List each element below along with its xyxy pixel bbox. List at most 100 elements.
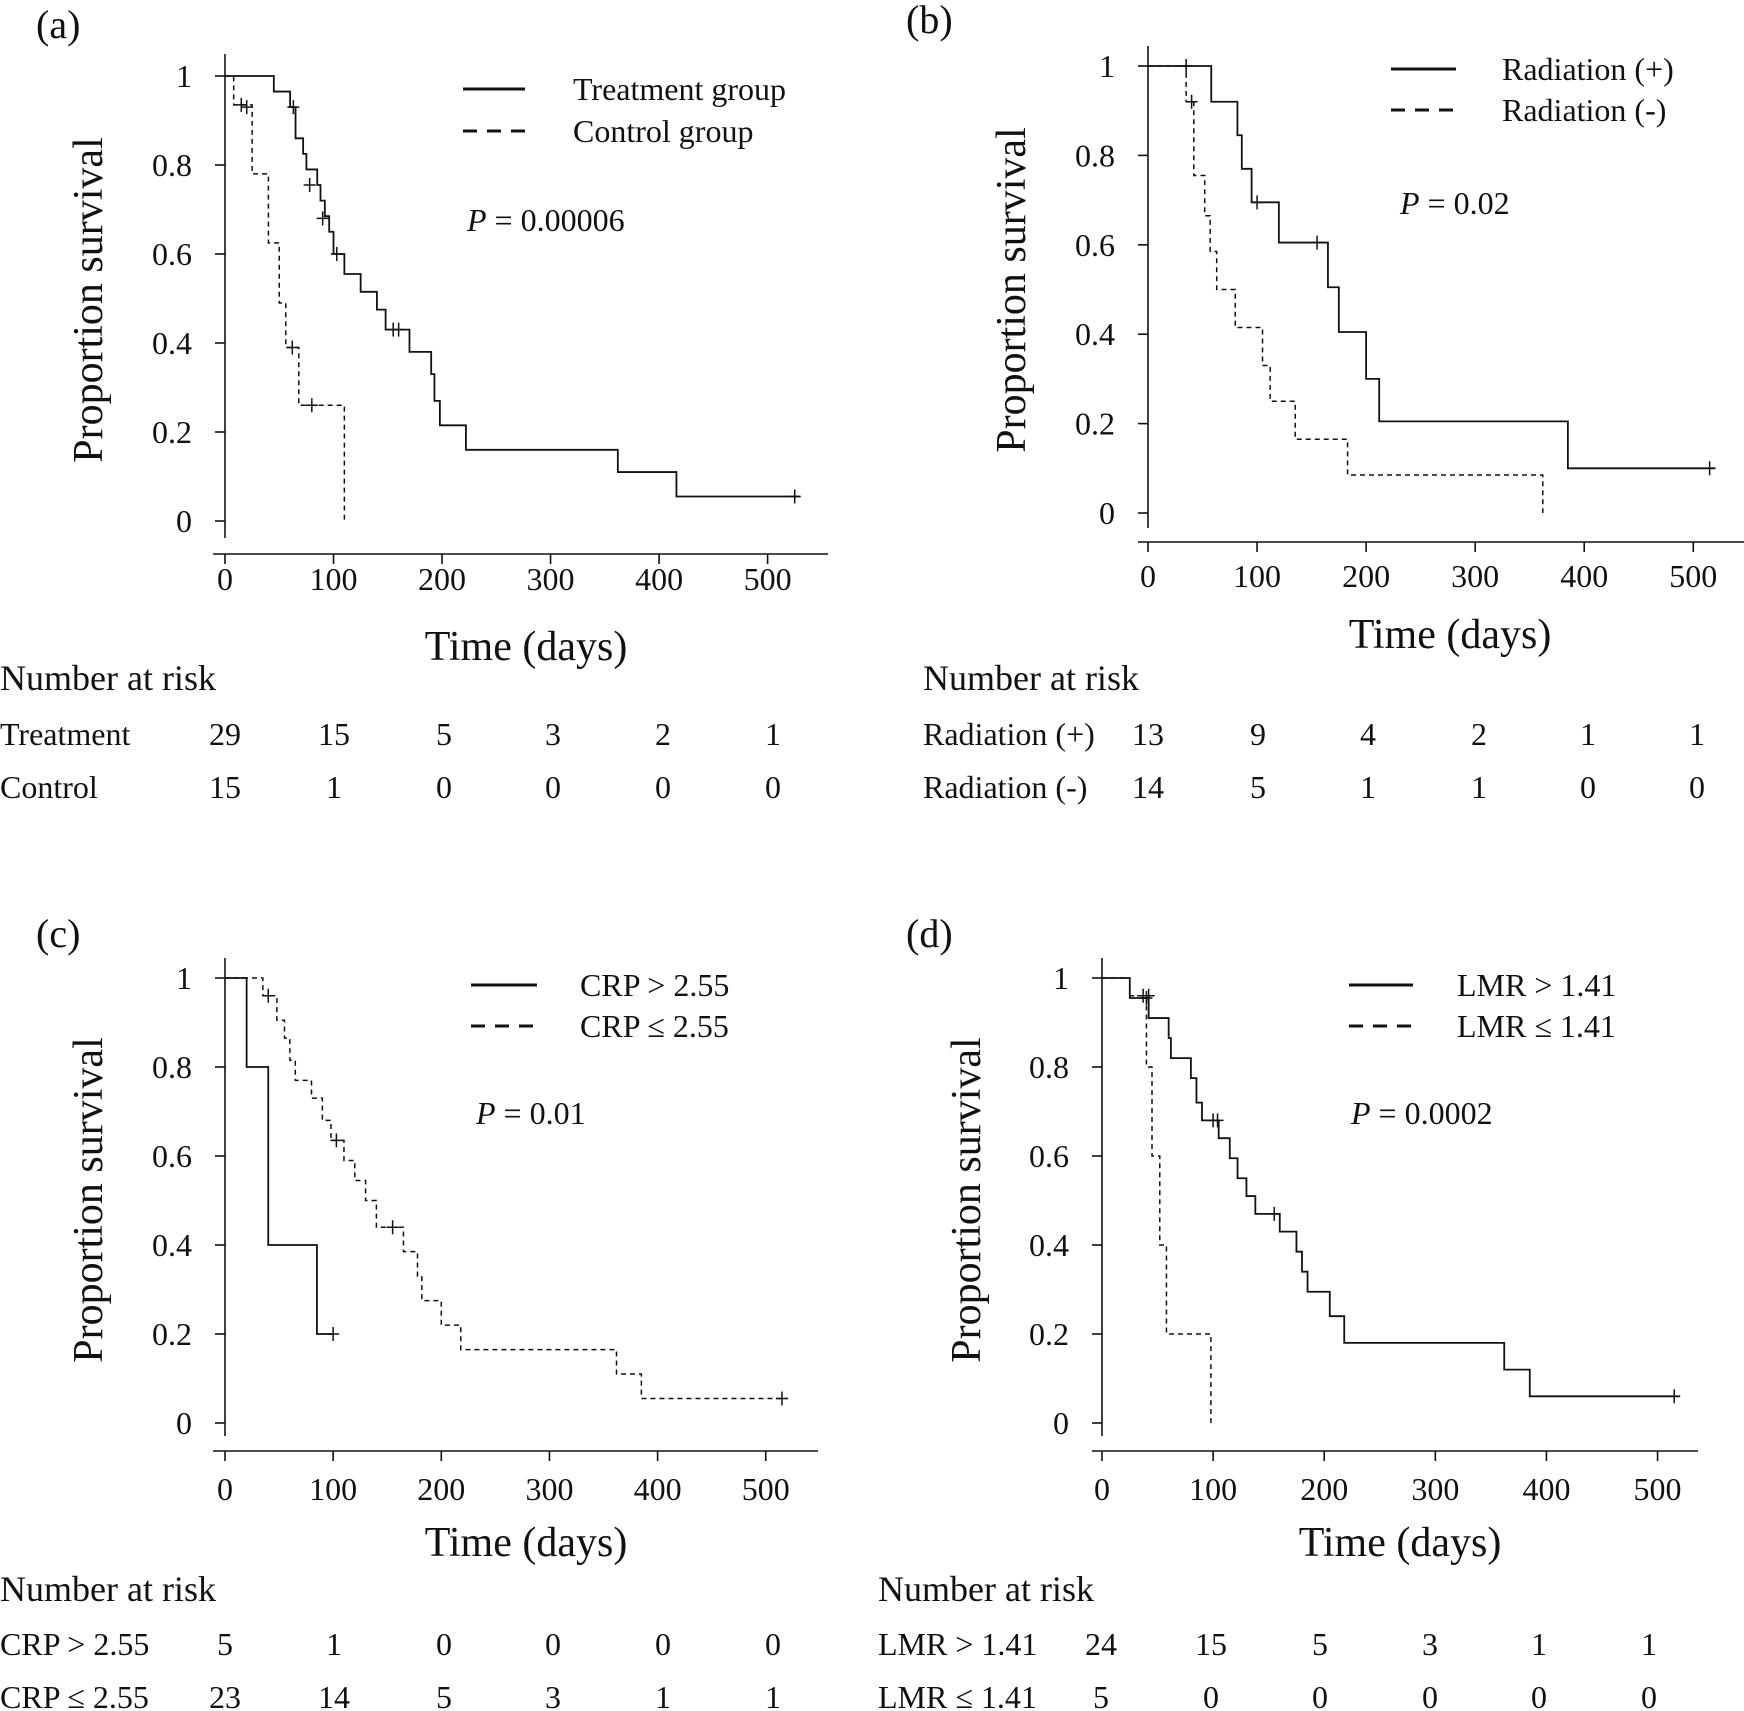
axes	[213, 958, 818, 1452]
risk-count: 1	[1580, 716, 1596, 752]
p-value-text: = 0.02	[1420, 185, 1510, 221]
p-symbol: P	[1399, 185, 1420, 221]
censor-mark	[386, 1220, 399, 1235]
risk-row-label: Treatment	[0, 716, 130, 752]
y-tick-label: 0	[1099, 495, 1115, 531]
x-tick-label: 200	[417, 1471, 465, 1507]
x-tick-label: 500	[1634, 1471, 1682, 1507]
risk-count: 2	[1471, 716, 1487, 752]
panel-tag: (c)	[36, 911, 80, 956]
y-axis-label: Proportion survival	[989, 127, 1035, 452]
legend-label: Treatment group	[573, 71, 786, 107]
p-value-text: = 0.01	[496, 1095, 586, 1131]
censor-mark	[240, 100, 253, 115]
risk-count: 1	[326, 769, 342, 805]
risk-count: 1	[655, 1679, 671, 1711]
panel-tag: (b)	[906, 0, 953, 42]
legend-label: Control group	[573, 113, 753, 149]
censor-mark	[286, 340, 299, 355]
legend-label: Radiation (+)	[1502, 51, 1674, 87]
censor-mark	[330, 247, 343, 261]
x-tick-label: 100	[310, 561, 358, 597]
risk-count: 3	[545, 1679, 561, 1711]
risk-count: 0	[1641, 1679, 1657, 1711]
censor-mark	[235, 97, 248, 112]
x-tick-label: 200	[1342, 558, 1390, 594]
x-tick-label: 500	[742, 1471, 790, 1507]
risk-count: 1	[1641, 1626, 1657, 1662]
x-tick-label: 200	[1300, 1471, 1348, 1507]
y-tick-label: 0	[1053, 1405, 1069, 1441]
risk-count: 15	[1195, 1626, 1227, 1662]
p-value-text: = 0.0002	[1371, 1095, 1493, 1131]
y-tick-label: 0.2	[1075, 406, 1115, 442]
risk-count: 5	[436, 1679, 452, 1711]
y-tick-label: 0.8	[1075, 137, 1115, 173]
risk-count: 0	[1531, 1679, 1547, 1711]
risk-count: 0	[436, 1626, 452, 1662]
x-tick-label: 100	[1189, 1471, 1237, 1507]
y-tick-label: 0.2	[1029, 1316, 1069, 1352]
risk-count: 1	[326, 1626, 342, 1662]
risk-table-title: Number at risk	[0, 658, 216, 698]
x-tick-label: 400	[1522, 1471, 1570, 1507]
risk-count: 14	[318, 1679, 350, 1711]
risk-row-label: LMR > 1.41	[878, 1626, 1037, 1662]
y-tick-label: 0.8	[152, 1049, 192, 1085]
censor-mark	[1703, 461, 1716, 476]
x-tick-label: 400	[635, 561, 683, 597]
p-value-annotation: P = 0.02	[1399, 185, 1510, 221]
y-tick-label: 0.8	[152, 147, 192, 183]
risk-count: 0	[545, 1626, 561, 1662]
risk-count: 5	[436, 716, 452, 752]
x-tick-label: 500	[744, 561, 792, 597]
risk-count: 1	[1360, 769, 1376, 805]
risk-count: 15	[209, 769, 241, 805]
y-tick-label: 0.6	[1029, 1138, 1069, 1174]
x-tick-label: 300	[1411, 1471, 1459, 1507]
risk-row-label: Radiation (+)	[923, 716, 1095, 752]
y-tick-label: 0.6	[1075, 227, 1115, 263]
p-symbol: P	[475, 1095, 496, 1131]
axes	[1092, 958, 1698, 1452]
survival-curve-solid	[1148, 65, 1716, 470]
censor-mark	[303, 178, 316, 193]
risk-count: 0	[1689, 769, 1705, 805]
p-value-annotation: P = 0.0002	[1350, 1095, 1493, 1131]
risk-count: 15	[318, 716, 350, 752]
x-tick-label: 0	[1094, 1471, 1110, 1507]
survival-curve-solid	[1102, 977, 1680, 1398]
y-tick-label: 0.2	[152, 414, 192, 450]
y-tick-label: 0.2	[152, 1316, 192, 1352]
x-tick-label: 300	[1451, 558, 1499, 594]
risk-count: 0	[1580, 769, 1596, 805]
y-tick-label: 0.4	[1029, 1227, 1069, 1263]
censor-mark	[305, 398, 318, 413]
survival-curve-dashed	[225, 75, 346, 521]
x-tick-label: 400	[634, 1471, 682, 1507]
censor-mark	[1311, 235, 1324, 250]
y-axis-label: Proportion survival	[66, 137, 112, 462]
y-tick-label: 1	[176, 58, 192, 94]
censor-mark	[1180, 59, 1193, 73]
risk-count: 13	[1132, 716, 1164, 752]
risk-row-label: Control	[0, 769, 98, 805]
y-axis-label: Proportion survival	[66, 1037, 112, 1362]
survival-curve-solid	[225, 977, 334, 1335]
survival-curve-dashed	[1102, 977, 1212, 1423]
censor-mark	[1251, 195, 1264, 210]
survival-curve-solid	[225, 75, 801, 498]
risk-count: 5	[1093, 1679, 1109, 1711]
risk-count: 5	[1250, 769, 1266, 805]
risk-row-label: CRP ≤ 2.55	[0, 1679, 149, 1711]
y-tick-label: 0	[176, 1405, 192, 1441]
axes	[1138, 46, 1744, 543]
risk-count: 3	[1422, 1626, 1438, 1662]
censor-mark	[262, 988, 275, 1003]
x-tick-label: 400	[1560, 558, 1608, 594]
x-axis-label: Time (days)	[1349, 612, 1552, 658]
risk-row-label: Radiation (-)	[923, 769, 1087, 805]
risk-count: 1	[1471, 769, 1487, 805]
